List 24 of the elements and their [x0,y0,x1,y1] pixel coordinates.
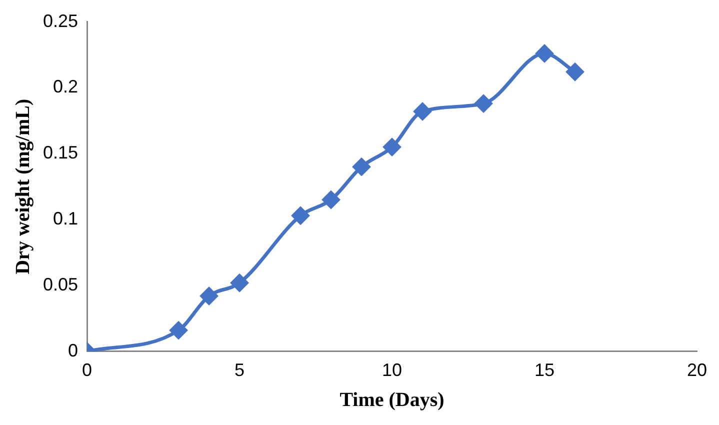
y-tick-label: 0.25 [42,10,78,31]
x-tick-label: 10 [382,360,402,380]
point [414,102,432,120]
x-tick-label: 15 [534,360,555,380]
point [200,287,218,305]
point [230,274,248,292]
x-tick-label: 20 [686,360,708,380]
point [536,44,554,62]
y-tick-label: 0.15 [42,142,78,163]
y-tick-label: 0 [68,340,78,360]
y-tick-label: 0.2 [53,76,78,97]
y-tick-label: 0.1 [53,208,78,229]
point [566,63,584,81]
point [292,206,310,224]
point [322,191,340,209]
point [474,94,492,112]
point [383,138,401,156]
y-tick-label: 0.05 [42,274,78,294]
point [352,158,370,176]
x-tick-label: 5 [234,360,245,380]
point [170,322,188,340]
x-tick-label: 0 [82,360,92,380]
y-axis-title: Dry weight (mg/mL) [12,98,34,274]
x-axis-title: Time (Days) [340,389,444,412]
